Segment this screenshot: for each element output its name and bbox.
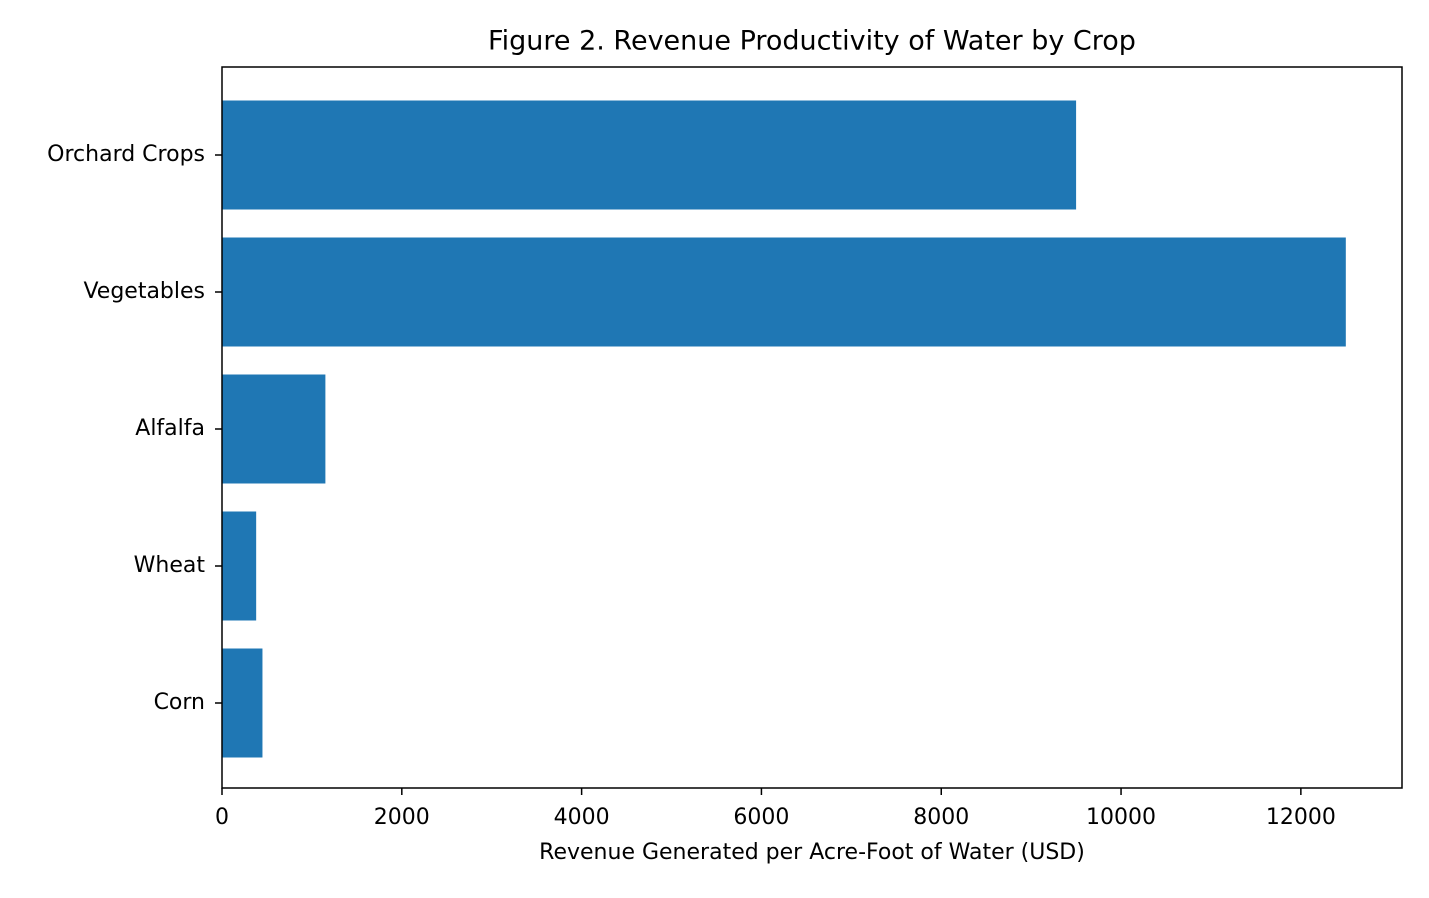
x-tick-label: 4000 bbox=[554, 805, 610, 830]
bar bbox=[222, 511, 257, 621]
bar bbox=[222, 237, 1346, 347]
y-tick-label: Corn bbox=[154, 690, 205, 715]
x-tick-label: 2000 bbox=[374, 805, 430, 830]
y-tick-label: Wheat bbox=[134, 553, 206, 578]
x-tick-label: 10000 bbox=[1086, 805, 1156, 830]
y-tick-label: Alfalfa bbox=[135, 416, 205, 441]
bar bbox=[222, 374, 326, 484]
chart-title: Figure 2. Revenue Productivity of Water … bbox=[488, 26, 1136, 57]
x-tick-label: 6000 bbox=[733, 805, 789, 830]
y-tick-label: Orchard Crops bbox=[47, 142, 205, 167]
x-axis-label: Revenue Generated per Acre-Foot of Water… bbox=[539, 840, 1085, 865]
bar bbox=[222, 648, 263, 758]
x-tick-label: 8000 bbox=[913, 805, 969, 830]
bar bbox=[222, 100, 1077, 210]
x-tick-label: 0 bbox=[215, 805, 229, 830]
y-tick-label: Vegetables bbox=[83, 279, 205, 304]
plot-frame bbox=[221, 66, 1403, 789]
x-tick-label: 12000 bbox=[1266, 805, 1336, 830]
